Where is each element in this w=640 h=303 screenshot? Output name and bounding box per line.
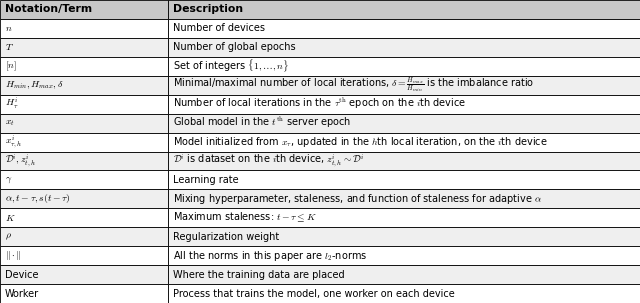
Text: Regularization weight: Regularization weight [173,232,279,242]
Text: $[n]$: $[n]$ [5,60,17,73]
Text: $x^{i}_{\tau,h}$: $x^{i}_{\tau,h}$ [5,133,22,151]
Text: Worker: Worker [5,288,39,298]
Text: Global model in the $t^{\mathrm{th}}$ server epoch: Global model in the $t^{\mathrm{th}}$ se… [173,116,351,130]
Bar [168,19,640,38]
Bar [0,152,168,170]
Bar [168,38,640,57]
Text: All the norms in this paper are $l_2$-norms: All the norms in this paper are $l_2$-no… [173,249,367,263]
Text: Set of integers $\{1,\ldots,n\}$: Set of integers $\{1,\ldots,n\}$ [173,58,289,75]
Bar [168,133,640,152]
Bar [168,284,640,303]
Text: Number of devices: Number of devices [173,23,265,33]
Bar [168,95,640,114]
Text: Mixing hyperparameter, staleness, and function of staleness for adaptive $\alpha: Mixing hyperparameter, staleness, and fu… [173,192,541,206]
Text: $\|\cdot\|$: $\|\cdot\|$ [5,249,22,262]
Bar [168,227,640,246]
Text: Learning rate: Learning rate [173,175,239,185]
Text: $H^{i}_{\tau}$: $H^{i}_{\tau}$ [5,96,19,112]
Bar [0,208,168,227]
Bar [0,57,168,76]
Bar [168,170,640,189]
Bar [0,95,168,114]
Bar [0,38,168,57]
Bar [168,246,640,265]
Text: $\rho$: $\rho$ [5,231,12,242]
Text: Number of global epochs: Number of global epochs [173,42,296,52]
Text: $H_{min}, H_{max}, \delta$: $H_{min}, H_{max}, \delta$ [5,79,63,91]
Text: $T$: $T$ [5,42,14,52]
Bar [0,227,168,246]
Text: Notation/Term: Notation/Term [5,5,92,15]
Bar [0,246,168,265]
Text: Description: Description [173,5,243,15]
Text: Number of local iterations in the $\tau^{\mathrm{th}}$ epoch on the $i$th device: Number of local iterations in the $\tau^… [173,97,466,112]
Text: Where the training data are placed: Where the training data are placed [173,270,344,280]
Bar [168,0,640,19]
Bar [168,76,640,95]
Text: $\mathcal{D}^i, z^i_{t,h}$: $\mathcal{D}^i, z^i_{t,h}$ [5,152,36,170]
Bar [168,152,640,170]
Text: Model initialized from $x_{\tau}$, updated in the $h$th local iteration, on the : Model initialized from $x_{\tau}$, updat… [173,135,547,149]
Text: $x_t$: $x_t$ [5,118,15,128]
Text: $n$: $n$ [5,23,13,33]
Text: Device: Device [5,270,38,280]
Bar [0,284,168,303]
Bar [168,189,640,208]
Bar [0,114,168,133]
Bar [0,189,168,208]
Bar [168,114,640,133]
Bar [0,19,168,38]
Bar [0,265,168,284]
Bar [168,265,640,284]
Bar [168,57,640,76]
Text: $\gamma$: $\gamma$ [5,175,12,185]
Bar [0,0,168,19]
Bar [0,133,168,152]
Text: $\mathcal{D}^i$ is dataset on the $i$th device, $z^i_{t,h} \sim \mathcal{D}^i$: $\mathcal{D}^i$ is dataset on the $i$th … [173,152,364,170]
Bar [0,170,168,189]
Text: $\alpha, t-\tau, s(t-\tau)$: $\alpha, t-\tau, s(t-\tau)$ [5,192,71,205]
Text: $K$: $K$ [5,213,16,223]
Text: Process that trains the model, one worker on each device: Process that trains the model, one worke… [173,288,454,298]
Text: Minimal/maximal number of local iterations, $\delta = \frac{H_{max}}{H_{min}}$ i: Minimal/maximal number of local iteratio… [173,75,534,95]
Bar [0,76,168,95]
Bar [168,208,640,227]
Text: Maximum staleness: $t - \tau \leq K$: Maximum staleness: $t - \tau \leq K$ [173,211,317,225]
